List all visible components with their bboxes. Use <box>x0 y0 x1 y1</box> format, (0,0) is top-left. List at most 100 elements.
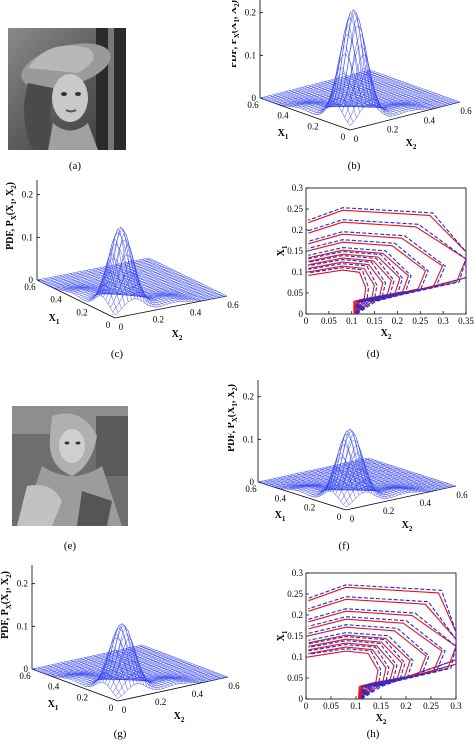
mesh-line <box>357 73 448 106</box>
svg-text:PDF, PX(X1, X2): PDF, PX(X1, X2) <box>232 0 241 68</box>
mesh-line <box>69 273 182 293</box>
mesh-line <box>364 458 453 487</box>
x2-tick-label: 0 <box>350 514 355 524</box>
mesh-line <box>334 78 425 110</box>
mesh-line <box>327 80 419 110</box>
mesh-line <box>36 257 150 281</box>
contour-line-blue <box>308 239 429 315</box>
x1-tick-label: 0 <box>341 132 346 142</box>
mesh-line <box>344 76 435 109</box>
x1-tick-label: 0.6 <box>24 282 36 292</box>
x-tick-label: 0.25 <box>423 701 439 711</box>
mesh-line <box>106 266 185 302</box>
contour-line-blue <box>308 596 457 700</box>
mesh-line <box>331 79 422 110</box>
x2-tick-label: 0.4 <box>424 115 436 125</box>
x-tick-label: 0.15 <box>367 316 383 326</box>
svg-text:X1: X1 <box>278 128 289 141</box>
x1-tick-label: 0 <box>109 703 114 713</box>
x1-tick-label: 0.4 <box>277 111 289 121</box>
mesh-line <box>355 460 444 490</box>
svg-text:X1: X1 <box>48 699 59 712</box>
svg-text:PDF, PX(X1, X2): PDF, PX(X1, X2) <box>228 384 239 452</box>
mesh-line <box>90 656 177 685</box>
contour-plot-h: 0 0.05 0.1 0.15 0.2 0.25 0.3 0 0.05 0.1 0.15 0.2 0.2… <box>276 568 462 726</box>
surface-mesh <box>259 9 461 127</box>
mesh-line <box>291 81 402 108</box>
mesh-line <box>273 462 384 487</box>
y-tick-label: 0.25 <box>287 204 303 214</box>
mesh-line <box>49 651 160 676</box>
contour-line-blue <box>308 584 457 700</box>
mesh-line <box>347 75 438 108</box>
x-tick-label: 0.1 <box>346 316 357 326</box>
z-axis-label: PDF, PX(X1, X2) <box>0 571 13 639</box>
mesh-line <box>281 465 392 489</box>
mesh-line <box>62 270 175 291</box>
mesh-line <box>96 654 183 684</box>
contour-line-blue <box>308 219 467 315</box>
mesh-line <box>37 646 148 672</box>
mesh-line <box>270 73 381 102</box>
mesh-line <box>268 461 379 486</box>
y-tick-label: 0.1 <box>292 652 303 662</box>
mesh-line <box>112 651 199 683</box>
mesh-line <box>39 647 150 673</box>
z-tick-label: 0.1 <box>17 621 28 631</box>
mesh-line <box>135 260 214 299</box>
caption-h: (h) <box>366 728 380 740</box>
svg-text:X1: X1 <box>275 510 286 523</box>
photo-barbara <box>12 406 128 526</box>
contour-line-red <box>308 269 367 315</box>
x1-axis-label: X1 <box>49 313 60 326</box>
mesh-line <box>69 658 180 680</box>
mesh-line <box>102 266 182 302</box>
contour-line-blue <box>308 624 430 700</box>
x1-tick-label: 0.2 <box>304 503 315 513</box>
mesh-line <box>257 481 347 508</box>
mesh-line <box>106 652 193 684</box>
mesh-line <box>132 261 211 300</box>
surface-mesh <box>31 623 229 699</box>
x-tick-label: 0 <box>304 701 309 711</box>
mesh-line <box>369 69 461 103</box>
x2-tick-label: 0.4 <box>192 689 204 699</box>
mesh-line <box>338 464 427 492</box>
mesh-line <box>332 465 421 493</box>
mesh-line <box>289 467 400 490</box>
y-tick-label: 0.05 <box>287 288 303 298</box>
x-tick-label: 0.3 <box>450 701 462 711</box>
x2-tick-label: 0 <box>119 322 124 332</box>
x1-tick-label: 0.2 <box>77 692 88 702</box>
mesh-line <box>329 466 418 493</box>
mesh-line <box>62 656 173 679</box>
svg-text:PDF, PX(X1, X2): PDF, PX(X1, X2) <box>0 571 13 639</box>
mesh-line <box>286 466 397 490</box>
mesh-line <box>324 81 415 111</box>
mesh-line <box>44 649 155 674</box>
y-tick-label: 0.05 <box>287 673 303 683</box>
x1-axis-label: X1 <box>275 510 286 523</box>
mesh-line <box>119 263 198 302</box>
svg-text:X1: X1 <box>276 630 289 641</box>
z-tick-label: 0.2 <box>17 579 28 589</box>
mesh-line <box>345 462 434 491</box>
mesh-line <box>132 646 219 680</box>
mesh-line <box>99 267 178 302</box>
mesh-line <box>321 82 412 111</box>
mesh-line <box>291 468 402 490</box>
x2-tick-label: 0.6 <box>460 106 472 116</box>
mesh-line <box>335 464 424 492</box>
mesh-line <box>366 70 457 104</box>
mesh-line <box>64 656 175 679</box>
mesh-line <box>262 70 373 100</box>
x1-tick-label: 0.4 <box>48 682 60 692</box>
mesh-line <box>64 271 177 292</box>
x-tick-label: 0.2 <box>392 316 403 326</box>
mesh-line <box>47 650 158 675</box>
y-tick-label: 0.1 <box>292 267 303 277</box>
x-tick-label: 0.2 <box>400 701 411 711</box>
mesh-line <box>340 77 431 109</box>
